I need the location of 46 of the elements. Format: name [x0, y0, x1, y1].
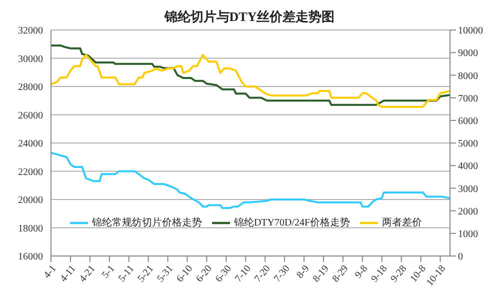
y-tick-label: 24000	[18, 138, 43, 150]
x-tick-label: 9-18	[369, 263, 390, 285]
y2-tick-label: 9000	[458, 48, 478, 60]
y2-tick-label: 7000	[458, 93, 478, 104]
chart-title: 锦纶切片与DTY丝价差走势图	[163, 8, 336, 26]
x-tick-label: 8-29	[330, 263, 351, 285]
y2-tick-label: 1000	[458, 228, 478, 240]
x-tick-label: 7-30	[272, 263, 292, 285]
x-tick-label: 9-8	[353, 263, 370, 281]
y2-tick-label: 3000	[458, 184, 478, 195]
y-tick-label: 16000	[18, 252, 43, 263]
x-tick-label: 8-9	[294, 263, 312, 281]
x-tick-label: 7-20	[252, 263, 273, 285]
y-tick-label: 30000	[18, 54, 43, 65]
y2-tick-label: 5000	[458, 138, 478, 150]
x-tick-label: 4-11	[58, 263, 78, 284]
legend-label: 锦纶常规纺切片价格走势	[92, 217, 202, 228]
y-tick-label: 26000	[18, 110, 43, 122]
y2-tick-label: 6000	[458, 116, 478, 127]
x-tick-label: 5-31	[155, 263, 176, 285]
x-tick-label: 5-1	[100, 263, 118, 281]
y-tick-label: 28000	[18, 82, 43, 94]
x-tick-label: 6-30	[214, 263, 234, 285]
line-series	[51, 44, 450, 106]
x-tick-label: 4-21	[77, 263, 98, 285]
x-tick-label: 7-10	[233, 263, 254, 285]
x-tick-label: 4-1	[42, 263, 59, 281]
x-tick-label: 5-21	[136, 263, 156, 285]
y-tick-label: 18000	[18, 223, 43, 234]
x-tick-label: 5-11	[116, 263, 137, 284]
y2-tick-label: 2000	[458, 206, 478, 218]
y2-tick-label: 0	[458, 252, 463, 263]
x-tick-label: 6-10	[174, 263, 195, 285]
y-tick-label: 22000	[18, 166, 43, 178]
legend-label: 两者差价	[382, 217, 422, 228]
line-series	[51, 152, 450, 209]
y2-tick-label: 4000	[458, 161, 478, 172]
x-tick-label: 8-19	[311, 263, 332, 285]
y-tick-label: 32000	[18, 26, 43, 37]
x-tick-label: 6-20	[194, 263, 214, 285]
legend-label: 锦纶DTY70D/24F价格走势	[234, 217, 350, 228]
y2-tick-label: 10000	[458, 26, 483, 37]
line-series	[51, 54, 450, 108]
y-tick-label: 20000	[18, 195, 43, 206]
y2-tick-label: 8000	[458, 70, 478, 82]
x-tick-label: 9-28	[388, 263, 410, 285]
